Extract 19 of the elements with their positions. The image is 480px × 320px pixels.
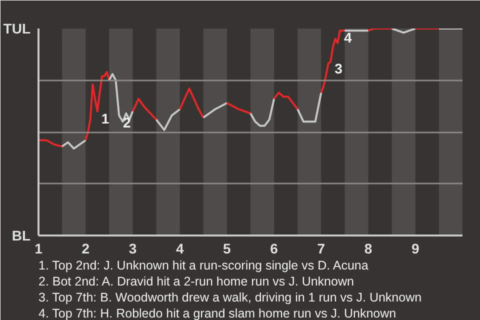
annotation: 3 — [334, 60, 343, 77]
text: 1. Top 2nd: J. Unknown hit a run-scoring single vs D. Acuna — [38, 258, 368, 272]
text: 2. Bot 2nd: A. Dravid hit a 2-run home run vs J. Unknown — [38, 274, 354, 288]
x-tick-label: 6 — [270, 240, 278, 256]
x-tick-label: 4 — [176, 240, 184, 256]
x-tick-label: 2 — [82, 240, 90, 256]
annotation: 4 — [344, 30, 352, 46]
text: 3. Top 7th: B. Woodworth drew a walk, driving in 1 run vs J. Unknown — [38, 290, 422, 304]
x-tick-label: 1 — [34, 240, 43, 256]
x-tick-label: 3 — [128, 240, 137, 256]
x-tick-label: 7 — [317, 240, 326, 256]
x-tick-label: 8 — [364, 240, 372, 256]
text: 4. Top 7th: H. Robledo hit a grand slam home run vs J. Unknown — [38, 306, 396, 320]
x-tick-label: 5 — [223, 240, 232, 256]
text: BL — [12, 228, 31, 244]
text: TUL — [3, 20, 31, 36]
x-tick-label: 9 — [411, 240, 420, 256]
annotation: 1 — [101, 110, 110, 126]
annotation: 2 — [123, 114, 132, 130]
